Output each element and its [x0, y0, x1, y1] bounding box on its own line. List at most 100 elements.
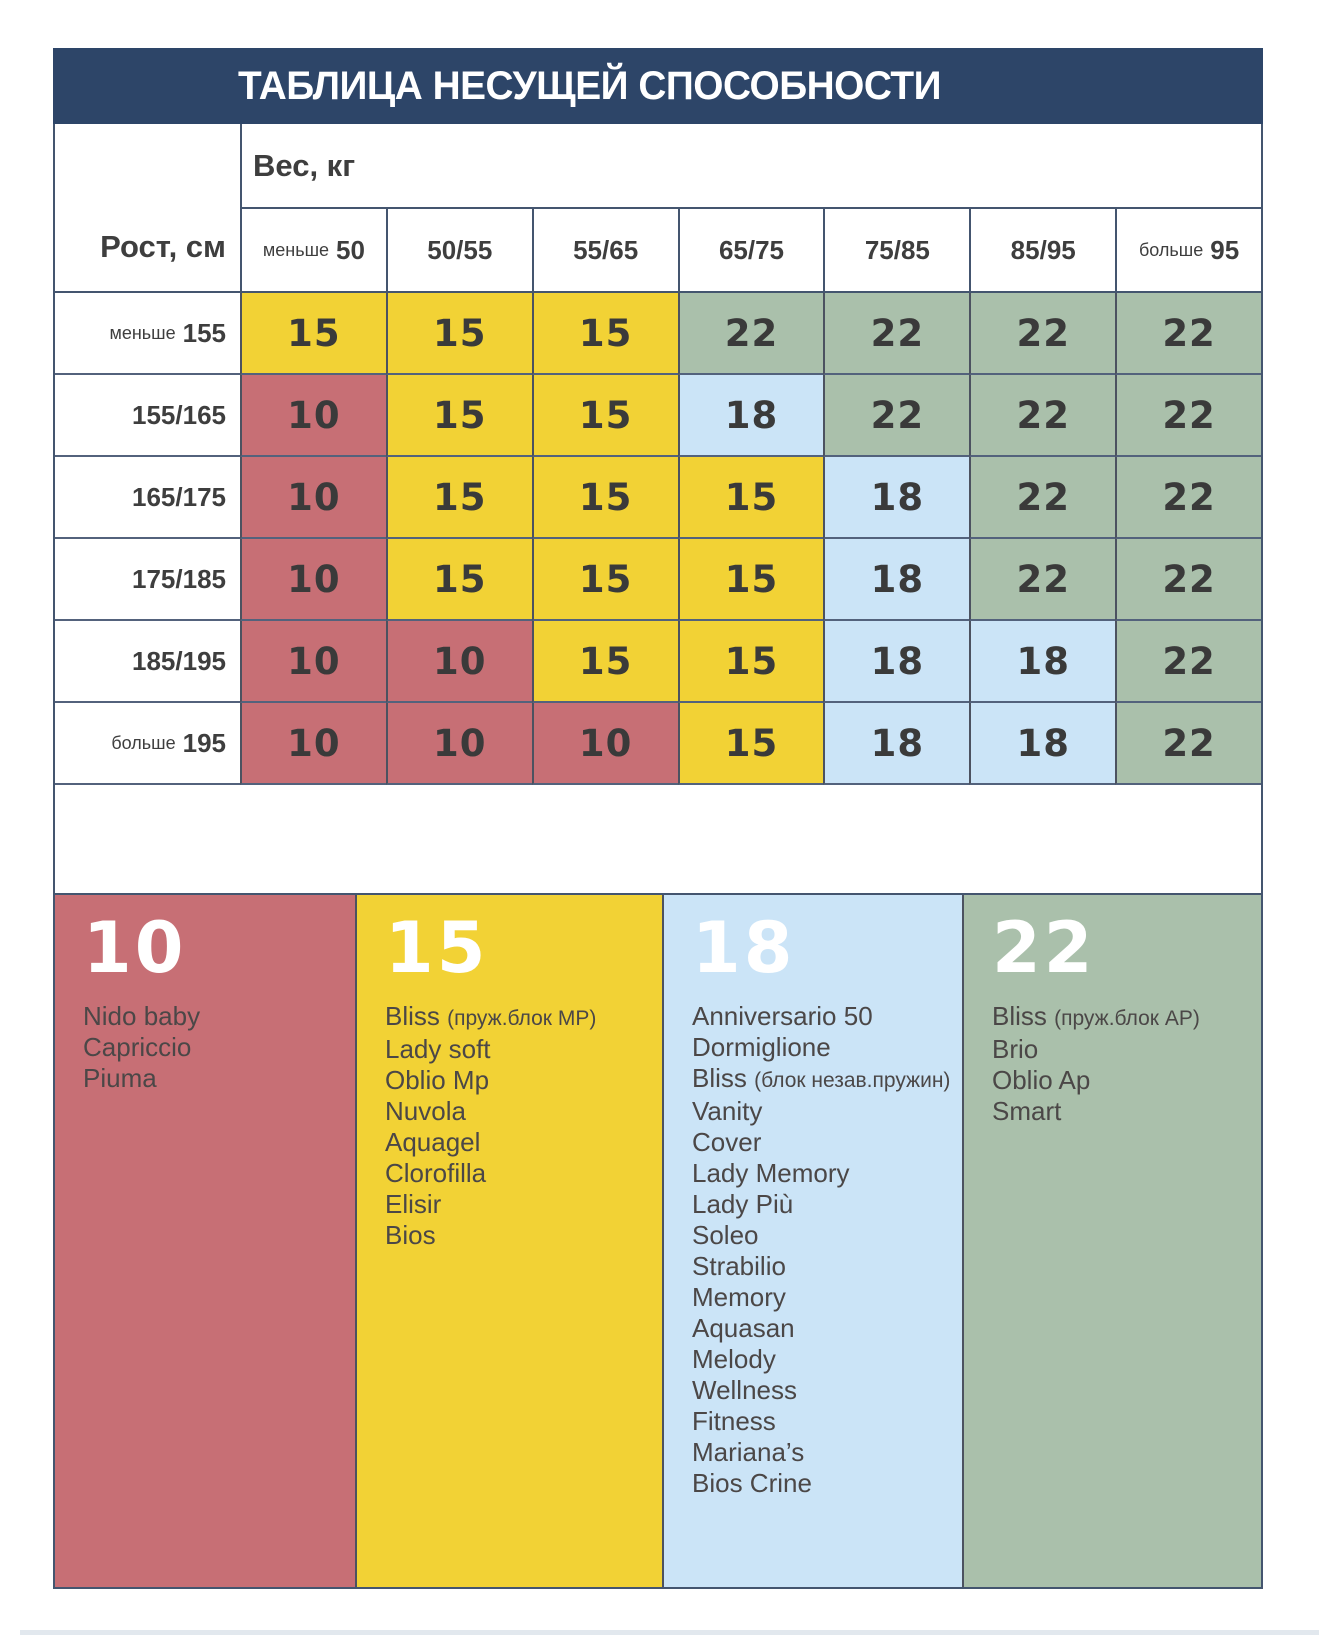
capacity-cell: 15	[531, 539, 678, 621]
legend-item: Aquasan	[692, 1313, 795, 1343]
legend-item: Aquagel	[385, 1127, 481, 1157]
height-range-label: больше 195	[55, 703, 240, 785]
range-value: 155	[182, 317, 226, 348]
legend-value: 18	[692, 907, 796, 989]
range-value: 50	[336, 234, 365, 265]
legend-item: Bliss (пруж.блок MP)	[385, 1001, 597, 1031]
capacity-value: 10	[578, 721, 633, 765]
capacity-cell: 15	[531, 375, 678, 457]
weight-range-header: меньше 50	[240, 209, 386, 293]
capacity-cell: 10	[385, 703, 532, 785]
legend-item: Lady Più	[692, 1189, 794, 1219]
capacity-value: 18	[1016, 721, 1070, 765]
legend-item: Melody	[692, 1344, 776, 1374]
capacity-value: 10	[287, 557, 341, 601]
capacity-cell: 15	[385, 539, 532, 621]
height-axis-label: Рост, см	[100, 229, 226, 264]
legend-item: Bliss (блок незав.пружин)	[692, 1063, 951, 1093]
capacity-cell: 15	[677, 539, 824, 621]
legend-item: Bios Crine	[692, 1468, 812, 1498]
legend-panel-18: 18 Anniversario 50 Dormiglione Bliss (блок …	[662, 895, 962, 1587]
range-value: 175/185	[132, 563, 226, 594]
capacity-value: 15	[578, 475, 633, 519]
legend-value: 22	[992, 907, 1096, 989]
page-title: ТАБЛИЦА НЕСУЩЕЙ СПОСОБНОСТИ	[238, 63, 942, 108]
capacity-value: 15	[578, 557, 633, 601]
legend-item-list: Bliss (пруж.блок MP) Lady soft Oblio Mp Nuv…	[385, 1001, 652, 1251]
capacity-value: 15	[578, 311, 633, 355]
range-value: 155/165	[132, 399, 226, 430]
legend-item: Vanity	[692, 1096, 763, 1126]
range-value: 185/195	[132, 645, 226, 676]
capacity-value: 15	[578, 639, 633, 683]
height-range-label: 185/195	[55, 621, 240, 703]
spacer-row	[53, 785, 1263, 893]
capacity-value: 22	[1162, 557, 1216, 601]
capacity-cell: 18	[823, 703, 970, 785]
weight-range-header: 65/75	[677, 209, 824, 293]
capacity-cell: 10	[240, 621, 386, 703]
capacity-cell: 22	[1115, 539, 1261, 621]
capacity-value: 22	[1162, 475, 1216, 519]
capacity-value: 18	[870, 475, 925, 519]
capacity-cell: 22	[969, 539, 1116, 621]
capacity-cell: 18	[823, 457, 970, 539]
legend-item: Oblio Mp	[385, 1065, 490, 1095]
legend-item-list: Nido baby Capriccio Piuma	[83, 1001, 345, 1094]
capacity-value: 15	[724, 639, 779, 683]
capacity-cell: 18	[969, 621, 1116, 703]
legend-item: Nuvola	[385, 1096, 466, 1126]
capacity-value: 10	[287, 639, 341, 683]
height-range-label: 155/165	[55, 375, 240, 457]
legend: 10 Nido baby Capriccio Piuma 15 Bliss (пруж.б…	[53, 893, 1263, 1589]
capacity-value: 22	[1016, 557, 1070, 601]
range-value: 55/65	[573, 234, 639, 265]
capacity-value: 15	[433, 311, 487, 355]
capacity-cell: 22	[823, 293, 970, 375]
capacity-cell: 15	[385, 457, 532, 539]
weight-range-header: 50/55	[385, 209, 532, 293]
range-value: 85/95	[1010, 234, 1076, 265]
capacity-cell: 22	[1115, 457, 1261, 539]
capacity-cell: 18	[677, 375, 824, 457]
legend-item: Bios	[385, 1220, 436, 1250]
range-value: 195	[182, 727, 226, 758]
legend-item: Nido baby	[83, 1001, 201, 1031]
capacity-cell: 22	[969, 375, 1116, 457]
capacity-value: 22	[1016, 393, 1070, 437]
range-prefix: больше	[1138, 239, 1204, 260]
capacity-cell: 15	[240, 293, 386, 375]
capacity-cell: 15	[385, 293, 532, 375]
weight-range-header: 55/65	[531, 209, 678, 293]
legend-panel-15: 15 Bliss (пруж.блок MP) Lady soft Oblio Mp N…	[355, 895, 662, 1587]
range-value: 95	[1210, 234, 1240, 265]
legend-item-note: (пруж.блок MP)	[447, 1007, 597, 1030]
legend-item: Dormiglione	[692, 1032, 831, 1062]
capacity-cell: 15	[531, 293, 678, 375]
capacity-value: 15	[433, 557, 487, 601]
capacity-cell: 15	[677, 703, 824, 785]
legend-panel-22: 22 Bliss (пруж.блок AP) Brio Oblio Ap Smart	[962, 895, 1261, 1587]
capacity-value: 18	[1016, 639, 1070, 683]
capacity-cell: 22	[969, 457, 1116, 539]
title-bar: ТАБЛИЦА НЕСУЩЕЙ СПОСОБНОСТИ	[53, 48, 1263, 124]
capacity-cell: 18	[823, 621, 970, 703]
capacity-value: 15	[578, 393, 633, 437]
legend-item-list: Bliss (пруж.блок AP) Brio Oblio Ap Smart	[992, 1001, 1251, 1127]
capacity-value: 22	[1016, 311, 1070, 355]
range-value: 75/85	[864, 234, 930, 265]
legend-value: 10	[83, 907, 187, 989]
capacity-cell: 18	[823, 539, 970, 621]
weight-axis-cell: Вес, кг	[240, 124, 1261, 209]
legend-item: Soleo	[692, 1220, 759, 1250]
capacity-value: 18	[724, 393, 779, 437]
legend-item: Oblio Ap	[992, 1065, 1091, 1095]
capacity-value: 15	[433, 393, 487, 437]
legend-item: Lady Memory	[692, 1158, 850, 1188]
capacity-cell: 22	[823, 375, 970, 457]
height-range-label: меньше 155	[55, 293, 240, 375]
height-range-label: 165/175	[55, 457, 240, 539]
capacity-grid: Рост, см Вес, кг меньше 50 50/55 55/65 65/75…	[53, 124, 1263, 785]
capacity-value: 15	[724, 557, 779, 601]
legend-item-note: (блок незав.пружин)	[754, 1069, 951, 1092]
